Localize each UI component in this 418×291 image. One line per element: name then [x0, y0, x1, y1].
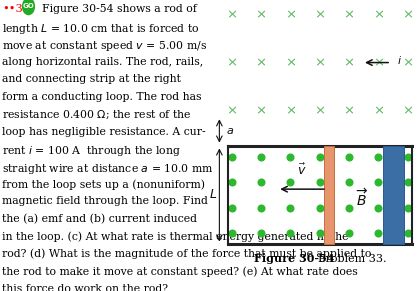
Text: $\times$: $\times$	[285, 104, 296, 117]
Text: Figure 30-54: Figure 30-54	[254, 253, 334, 265]
Text: $\times$: $\times$	[314, 56, 325, 69]
Text: loop has negligible resistance. A cur-: loop has negligible resistance. A cur-	[2, 127, 206, 136]
Text: ••33: ••33	[2, 4, 30, 14]
Text: $\overrightarrow{B}$: $\overrightarrow{B}$	[356, 187, 368, 209]
Text: $\times$: $\times$	[373, 8, 384, 21]
Text: $\times$: $\times$	[226, 104, 237, 117]
Text: $i$: $i$	[397, 54, 403, 66]
Text: $L$: $L$	[209, 189, 217, 201]
Text: rod? (d) What is the magnitude of the force that must be applied to: rod? (d) What is the magnitude of the fo…	[2, 249, 372, 259]
Text: rent $i$ = 100 A  through the long: rent $i$ = 100 A through the long	[2, 144, 181, 158]
Text: $\times$: $\times$	[255, 104, 267, 117]
Text: $a$: $a$	[226, 126, 234, 136]
Text: $\times$: $\times$	[285, 8, 296, 21]
Text: $\times$: $\times$	[402, 104, 413, 117]
Text: $\times$: $\times$	[314, 104, 325, 117]
Text: $\times$: $\times$	[255, 8, 267, 21]
Text: the (a) emf and (b) current induced: the (a) emf and (b) current induced	[2, 214, 197, 224]
Text: along horizontal rails. The rod, rails,: along horizontal rails. The rod, rails,	[2, 57, 204, 67]
Text: GO: GO	[23, 3, 34, 9]
Text: Figure 30-54 shows a rod of: Figure 30-54 shows a rod of	[42, 4, 197, 14]
Text: $\times$: $\times$	[402, 56, 413, 69]
Text: $\times$: $\times$	[226, 56, 237, 69]
Text: $\vec{v}$: $\vec{v}$	[297, 162, 307, 178]
Text: the rod to make it move at constant speed? (e) At what rate does: the rod to make it move at constant spee…	[2, 266, 358, 277]
Text: $\times$: $\times$	[343, 56, 355, 69]
Text: $\times$: $\times$	[255, 56, 267, 69]
Text: straight wire at distance $a$ = 10.0 mm: straight wire at distance $a$ = 10.0 mm	[2, 162, 214, 175]
Text: Problem 33.: Problem 33.	[318, 254, 386, 264]
Text: magnetic field through the loop. Find: magnetic field through the loop. Find	[2, 196, 208, 206]
Text: in the loop. (c) At what rate is thermal energy generated in the: in the loop. (c) At what rate is thermal…	[2, 231, 349, 242]
Bar	[324, 146, 334, 244]
Text: $\times$: $\times$	[373, 104, 384, 117]
Text: $\times$: $\times$	[285, 56, 296, 69]
Text: $\times$: $\times$	[402, 8, 413, 21]
Text: $\times$: $\times$	[343, 104, 355, 117]
Text: form a conducting loop. The rod has: form a conducting loop. The rod has	[2, 92, 201, 102]
Text: and connecting strip at the right: and connecting strip at the right	[2, 74, 181, 84]
Text: this force do work on the rod?: this force do work on the rod?	[2, 284, 168, 291]
Text: $\times$: $\times$	[343, 8, 355, 21]
Text: resistance 0.400 $\Omega$; the rest of the: resistance 0.400 $\Omega$; the rest of t…	[2, 109, 192, 121]
Text: $\times$: $\times$	[226, 8, 237, 21]
Text: $\times$: $\times$	[314, 8, 325, 21]
Text: move at constant speed $v$ = 5.00 m/s: move at constant speed $v$ = 5.00 m/s	[2, 39, 207, 53]
Circle shape	[23, 0, 34, 15]
Text: length $L$ = 10.0 cm that is forced to: length $L$ = 10.0 cm that is forced to	[2, 22, 200, 36]
Bar	[383, 146, 403, 244]
Text: $\times$: $\times$	[373, 56, 384, 69]
Text: from the loop sets up a (nonuniform): from the loop sets up a (nonuniform)	[2, 179, 205, 189]
